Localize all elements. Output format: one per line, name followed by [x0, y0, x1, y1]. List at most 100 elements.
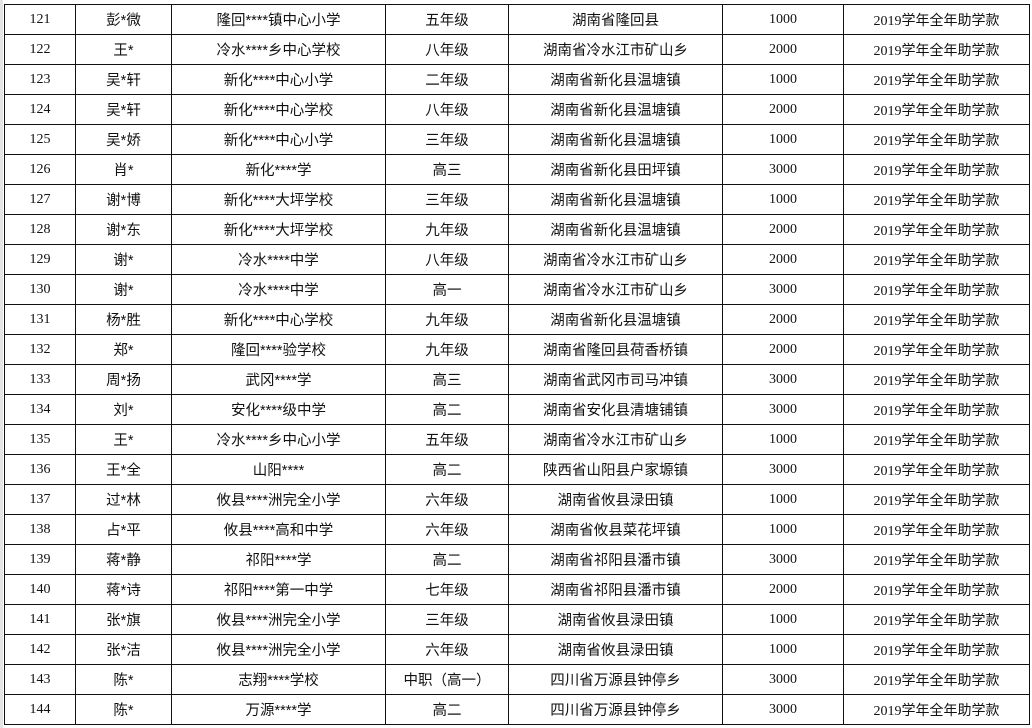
aid-type-cell: 2019学年全年助学款: [843, 94, 1030, 125]
table-row: 141 张*旗 攸县****洲完全小学 三年级 湖南省攸县渌田镇 1000 2019学年全年…: [4, 604, 1030, 635]
home-address-cell: 湖南省隆回县: [508, 4, 723, 35]
aid-type-cell: 2019学年全年助学款: [843, 334, 1030, 365]
home-address-cell: 陕西省山阳县户家塬镇: [508, 454, 723, 485]
grade-level-cell: 高三: [385, 364, 509, 395]
student-name-cell: 蒋*诗: [75, 574, 172, 605]
aid-amount-cell: 2000: [722, 574, 844, 605]
student-name-cell: 蒋*静: [75, 544, 172, 575]
table-row: 143 陈* 志翔****学校 中职（高一） 四川省万源县钟停乡 3000 2019学年全年…: [4, 664, 1030, 695]
grade-level-cell: 高二: [385, 544, 509, 575]
home-address-cell: 湖南省新化县温塘镇: [508, 124, 723, 155]
grade-level-cell: 七年级: [385, 574, 509, 605]
student-name-cell: 郑*: [75, 334, 172, 365]
grade-level-cell: 中职（高一）: [385, 664, 509, 695]
aid-amount-cell: 3000: [722, 274, 844, 305]
aid-type-cell: 2019学年全年助学款: [843, 694, 1030, 725]
home-address-cell: 湖南省武冈市司马冲镇: [508, 364, 723, 395]
aid-amount-cell: 2000: [722, 34, 844, 65]
table-row: 123 吴*轩 新化****中心小学 二年级 湖南省新化县温塘镇 1000 2019学年全年…: [4, 64, 1030, 95]
row-number-cell: 129: [4, 244, 76, 275]
grade-level-cell: 高二: [385, 694, 509, 725]
table-row: 127 谢*博 新化****大坪学校 三年级 湖南省新化县温塘镇 1000 2019学年全年…: [4, 184, 1030, 215]
aid-amount-cell: 1000: [722, 514, 844, 545]
home-address-cell: 湖南省冷水江市矿山乡: [508, 34, 723, 65]
aid-type-cell: 2019学年全年助学款: [843, 544, 1030, 575]
aid-amount-cell: 1000: [722, 64, 844, 95]
aid-type-cell: 2019学年全年助学款: [843, 364, 1030, 395]
aid-amount-cell: 2000: [722, 244, 844, 275]
student-name-cell: 吴*轩: [75, 94, 172, 125]
aid-type-cell: 2019学年全年助学款: [843, 274, 1030, 305]
home-address-cell: 湖南省攸县菜花坪镇: [508, 514, 723, 545]
row-number-cell: 121: [4, 4, 76, 35]
grade-level-cell: 三年级: [385, 184, 509, 215]
aid-amount-cell: 1000: [722, 124, 844, 155]
row-number-cell: 128: [4, 214, 76, 245]
student-name-cell: 过*林: [75, 484, 172, 515]
home-address-cell: 湖南省冷水江市矿山乡: [508, 274, 723, 305]
student-name-cell: 张*旗: [75, 604, 172, 635]
aid-amount-cell: 1000: [722, 4, 844, 35]
aid-amount-cell: 1000: [722, 634, 844, 665]
student-name-cell: 吴*娇: [75, 124, 172, 155]
student-name-cell: 陈*: [75, 664, 172, 695]
student-name-cell: 谢*博: [75, 184, 172, 215]
student-name-cell: 张*洁: [75, 634, 172, 665]
school-name-cell: 安化****级中学: [171, 394, 386, 425]
school-name-cell: 隆回****镇中心小学: [171, 4, 386, 35]
aid-amount-cell: 3000: [722, 154, 844, 185]
row-number-cell: 135: [4, 424, 76, 455]
school-name-cell: 攸县****洲完全小学: [171, 634, 386, 665]
row-number-cell: 143: [4, 664, 76, 695]
home-address-cell: 湖南省祁阳县潘市镇: [508, 544, 723, 575]
aid-type-cell: 2019学年全年助学款: [843, 244, 1030, 275]
aid-amount-cell: 3000: [722, 454, 844, 485]
home-address-cell: 湖南省新化县温塘镇: [508, 94, 723, 125]
aid-type-cell: 2019学年全年助学款: [843, 154, 1030, 185]
school-name-cell: 攸县****洲完全小学: [171, 604, 386, 635]
grade-level-cell: 高三: [385, 154, 509, 185]
aid-type-cell: 2019学年全年助学款: [843, 214, 1030, 245]
grade-level-cell: 高一: [385, 274, 509, 305]
table-row: 133 周*扬 武冈****学 高三 湖南省武冈市司马冲镇 3000 2019学年全年助学款: [4, 364, 1030, 395]
aid-amount-cell: 2000: [722, 94, 844, 125]
student-name-cell: 杨*胜: [75, 304, 172, 335]
table-row: 144 陈* 万源****学 高二 四川省万源县钟停乡 3000 2019学年全年助学款: [4, 694, 1030, 725]
table-row: 138 占*平 攸县****高和中学 六年级 湖南省攸县菜花坪镇 1000 2019学年全年…: [4, 514, 1030, 545]
student-name-cell: 谢*: [75, 244, 172, 275]
table-row: 139 蒋*静 祁阳****学 高二 湖南省祁阳县潘市镇 3000 2019学年全年助学款: [4, 544, 1030, 575]
table-row: 121 彭*微 隆回****镇中心小学 五年级 湖南省隆回县 1000 2019学年全年助学…: [4, 4, 1030, 35]
row-number-cell: 138: [4, 514, 76, 545]
aid-type-cell: 2019学年全年助学款: [843, 424, 1030, 455]
aid-type-cell: 2019学年全年助学款: [843, 124, 1030, 155]
row-number-cell: 132: [4, 334, 76, 365]
grade-level-cell: 六年级: [385, 634, 509, 665]
home-address-cell: 四川省万源县钟停乡: [508, 664, 723, 695]
school-name-cell: 冷水****乡中心小学: [171, 424, 386, 455]
row-number-cell: 123: [4, 64, 76, 95]
aid-type-cell: 2019学年全年助学款: [843, 304, 1030, 335]
home-address-cell: 湖南省冷水江市矿山乡: [508, 424, 723, 455]
aid-amount-cell: 3000: [722, 694, 844, 725]
aid-amount-cell: 1000: [722, 484, 844, 515]
home-address-cell: 湖南省隆回县荷香桥镇: [508, 334, 723, 365]
home-address-cell: 湖南省攸县渌田镇: [508, 604, 723, 635]
grade-level-cell: 五年级: [385, 4, 509, 35]
student-name-cell: 王*全: [75, 454, 172, 485]
school-name-cell: 祁阳****学: [171, 544, 386, 575]
aid-type-cell: 2019学年全年助学款: [843, 484, 1030, 515]
school-name-cell: 山阳****: [171, 454, 386, 485]
school-name-cell: 冷水****中学: [171, 274, 386, 305]
aid-amount-cell: 1000: [722, 604, 844, 635]
aid-amount-cell: 3000: [722, 664, 844, 695]
table-row: 128 谢*东 新化****大坪学校 九年级 湖南省新化县温塘镇 2000 2019学年全年…: [4, 214, 1030, 245]
aid-amount-cell: 2000: [722, 334, 844, 365]
table-row: 126 肖* 新化****学 高三 湖南省新化县田坪镇 3000 2019学年全年助学款: [4, 154, 1030, 185]
row-number-cell: 122: [4, 34, 76, 65]
table-row: 132 郑* 隆回****验学校 九年级 湖南省隆回县荷香桥镇 2000 2019学年全年助…: [4, 334, 1030, 365]
student-name-cell: 谢*东: [75, 214, 172, 245]
table-row: 122 王* 冷水****乡中心学校 八年级 湖南省冷水江市矿山乡 2000 2019学年全…: [4, 34, 1030, 65]
home-address-cell: 湖南省新化县温塘镇: [508, 64, 723, 95]
home-address-cell: 湖南省新化县田坪镇: [508, 154, 723, 185]
student-name-cell: 肖*: [75, 154, 172, 185]
